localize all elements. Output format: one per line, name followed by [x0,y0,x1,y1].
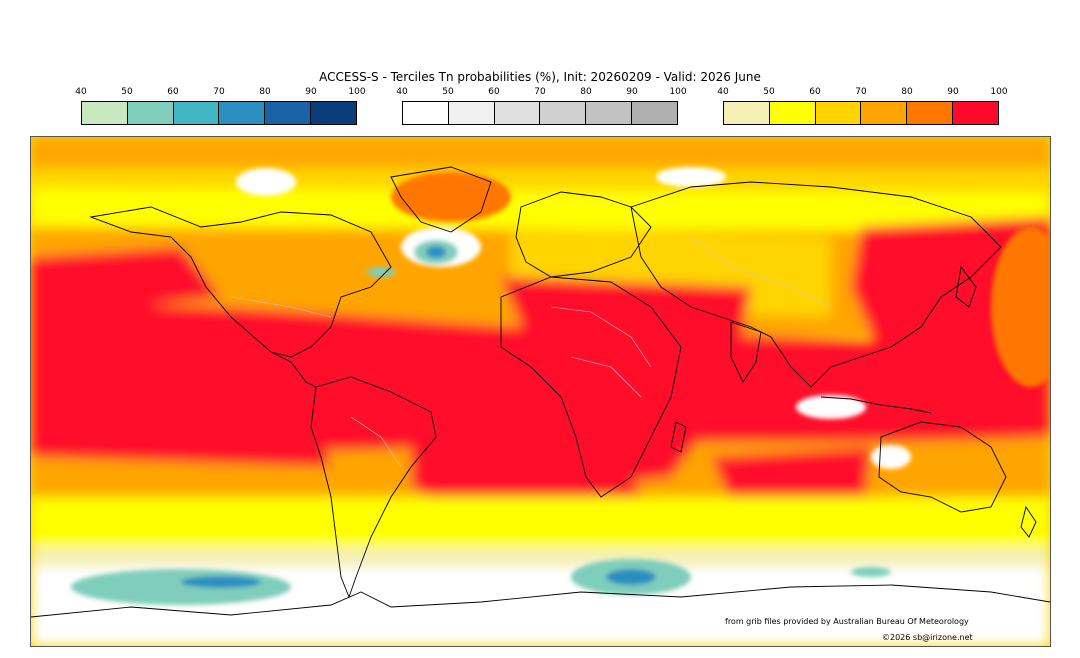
colorbar-ticks: 40 50 60 70 80 90 100 [396,87,686,99]
field-yellow [31,187,1050,232]
field-lightblue [851,567,891,577]
border-line [230,296,332,318]
coastlines [31,166,1050,618]
field-white [871,445,911,469]
border-line [570,356,642,398]
coastline-india [730,321,762,383]
probability-field [31,137,1050,646]
coastline-antarctica [31,584,1050,618]
colorbar-swatches [402,101,678,125]
coastline-australia [878,421,1007,513]
colorbar-tick: 50 [121,87,133,97]
colorbar-swatch [403,102,449,124]
colorbar-tick: 80 [580,87,592,97]
colorbar-tick: 80 [259,87,271,97]
colorbar-swatch [265,102,312,124]
colorbar-tick: 60 [809,87,821,97]
field-lightblue [367,267,395,277]
coastline-new-zealand [1020,505,1037,538]
colorbar-tick: 40 [396,87,408,97]
colorbar-swatch [82,102,128,124]
coastline-south-america [310,376,437,599]
colorbar-swatch [632,102,677,124]
colorbar-swatch [448,102,495,124]
colorbar-swatch [173,102,220,124]
map-title: ACCESS-S - Terciles Tn probabilities (%)… [319,70,761,84]
field-white [796,395,866,419]
colorbar-tick: 100 [990,87,1008,97]
colorbar-swatches [723,101,999,125]
colorbar-above-normal: 40 50 60 70 80 90 100 [717,87,1008,127]
colorbar-tick: 70 [213,87,225,97]
field-darkorange [991,227,1050,387]
colorbar-tick: 80 [901,87,913,97]
colorbar-tick: 40 [717,87,729,97]
coastline-africa [500,276,682,498]
colorbar-tick: 100 [669,87,687,97]
border-line [350,416,402,468]
colorbar-tick: 70 [534,87,546,97]
coastline-europe [515,191,652,278]
colorbar-swatches [81,101,357,125]
border-line [690,236,832,308]
colorbar-swatch [724,102,770,124]
coastline-north-america [89,206,392,358]
colorbar-swatch [219,102,266,124]
field-darkorange [391,172,511,222]
colorbar-swatch [127,102,174,124]
field-white [656,167,726,187]
country-borders [230,236,832,468]
colorbar-tick: 90 [626,87,638,97]
field-white [236,168,296,196]
field-orange [31,137,1050,167]
colorbar-below-normal: 40 50 60 70 80 90 100 [75,87,366,127]
field-lightblue [71,569,291,605]
coastline-asia [630,181,1002,388]
colorbar-swatch [861,102,908,124]
coastline-japan [955,265,977,308]
colorbar-swatch [311,102,356,124]
field-red [31,397,331,467]
colorbar-tick: 40 [75,87,87,97]
colorbar-tick: 50 [763,87,775,97]
colorbar-tick: 100 [348,87,366,97]
coastline-madagascar [670,421,687,453]
field-blue [181,576,261,588]
colorbar-tick: 90 [305,87,317,97]
coastline-central-america [270,351,317,388]
coastline-greenland [390,166,492,233]
field-blue [606,569,656,585]
colorbar-swatch [494,102,541,124]
field-details [71,167,1050,605]
colorbar-swatch [815,102,862,124]
field-blue [426,246,446,258]
colorbar-tick: 60 [488,87,500,97]
credit-source: from grib files provided by Australian B… [725,617,969,626]
colorbar-swatch [586,102,633,124]
colorbar-tick: 60 [167,87,179,97]
colorbar-tick: 90 [947,87,959,97]
colorbar-swatch [907,102,954,124]
credit-copyright: ©2026 sb@irizone.net [882,633,973,642]
field-red [31,247,221,312]
world-map [30,136,1051,647]
colorbar-ticks: 40 50 60 70 80 90 100 [717,87,1007,99]
colorbar-swatch [769,102,816,124]
colorbar-ticks: 40 50 60 70 80 90 100 [75,87,365,99]
coastline-indonesia [820,396,932,414]
colorbar-swatch [953,102,998,124]
colorbar-tick: 70 [855,87,867,97]
colorbar-swatch [540,102,587,124]
border-line [550,306,652,368]
colorbar-tick: 50 [442,87,454,97]
colorbar-near-normal: 40 50 60 70 80 90 100 [396,87,687,127]
probability-map [31,137,1050,646]
